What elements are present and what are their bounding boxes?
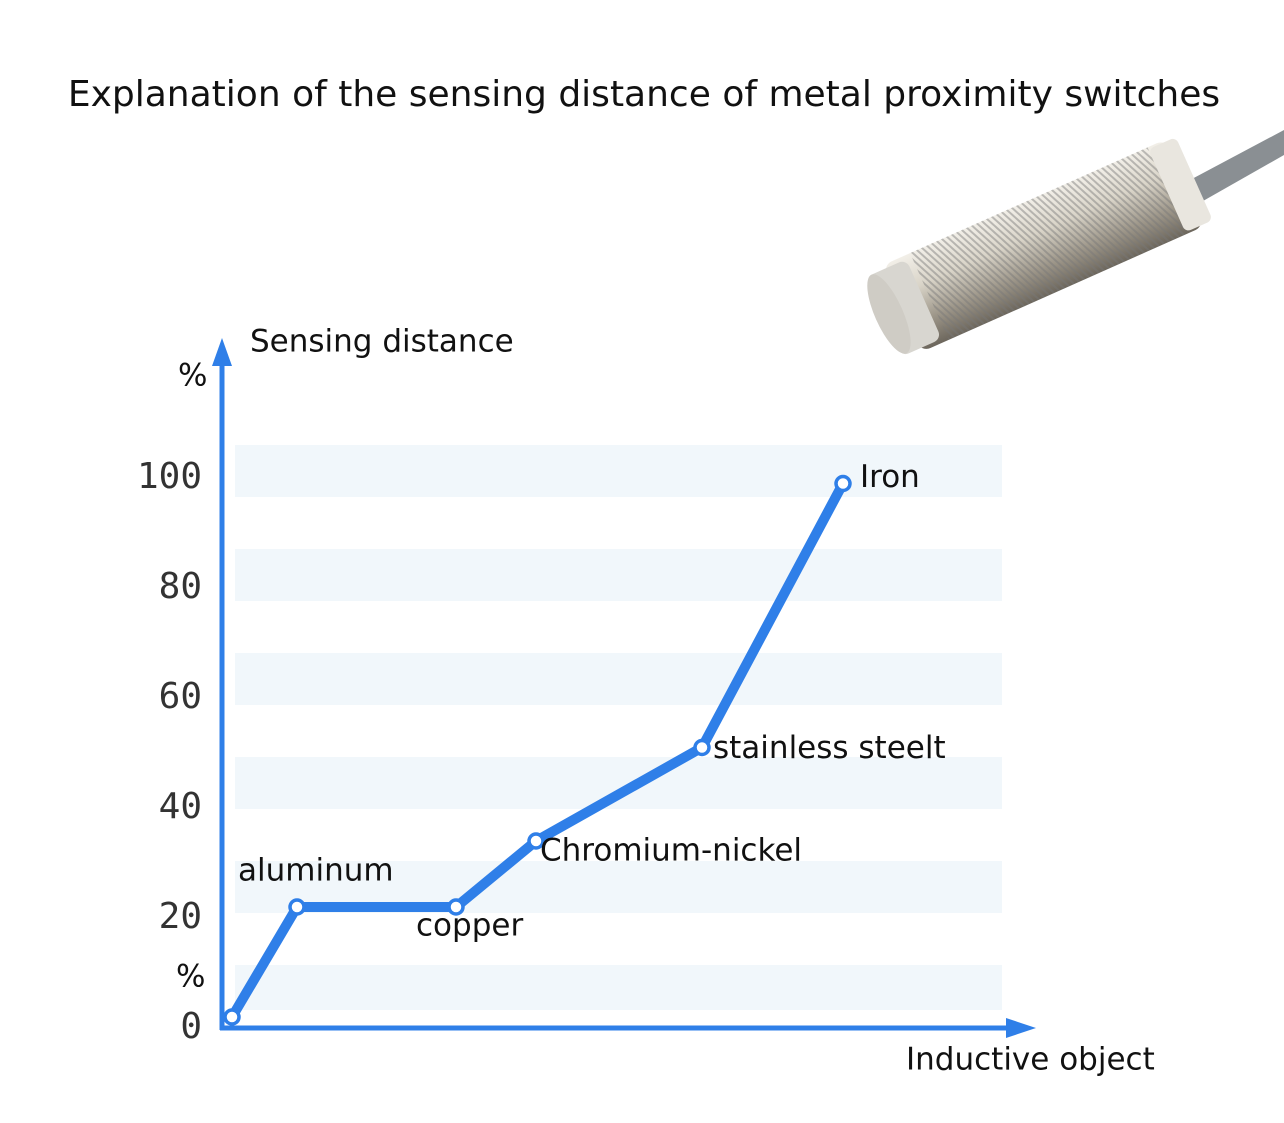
y-tick-label: 20	[159, 896, 202, 937]
data-line	[227, 478, 848, 1022]
data-point	[447, 898, 465, 916]
band	[235, 705, 1002, 757]
band	[235, 757, 1002, 809]
point-label: Chromium-nickel	[540, 833, 802, 869]
axes	[212, 338, 1036, 1038]
y-axis-label: Sensing distance	[250, 324, 514, 360]
y-tick-label: 80	[159, 566, 202, 607]
band	[235, 653, 1002, 705]
band	[235, 497, 1002, 549]
band	[235, 601, 1002, 653]
y-tick-label: 40	[159, 786, 202, 827]
point-label: stainless steelt	[713, 730, 946, 766]
band	[235, 965, 1002, 1010]
band	[235, 913, 1002, 965]
chart-title: Explanation of the sensing distance of m…	[68, 74, 1220, 115]
data-point	[527, 832, 545, 850]
y-tick-label: 0	[180, 1006, 202, 1047]
y-tick-label: 60	[159, 676, 202, 717]
data-point	[834, 474, 852, 493]
point-label: copper	[416, 908, 523, 944]
data-point	[693, 738, 711, 757]
band	[235, 445, 1002, 497]
data-point	[223, 1008, 241, 1026]
y-unit: %	[176, 959, 205, 995]
y-unit: %	[178, 358, 207, 394]
y-tick-label: 100	[137, 456, 202, 497]
plot-background	[235, 445, 1002, 1010]
sensor-photo	[867, 130, 1284, 355]
x-axis-label: Inductive object	[906, 1042, 1155, 1078]
data-point	[288, 898, 306, 916]
band	[235, 809, 1002, 861]
band	[235, 549, 1002, 601]
point-label: Iron	[860, 459, 920, 495]
point-label: aluminum	[238, 853, 394, 889]
